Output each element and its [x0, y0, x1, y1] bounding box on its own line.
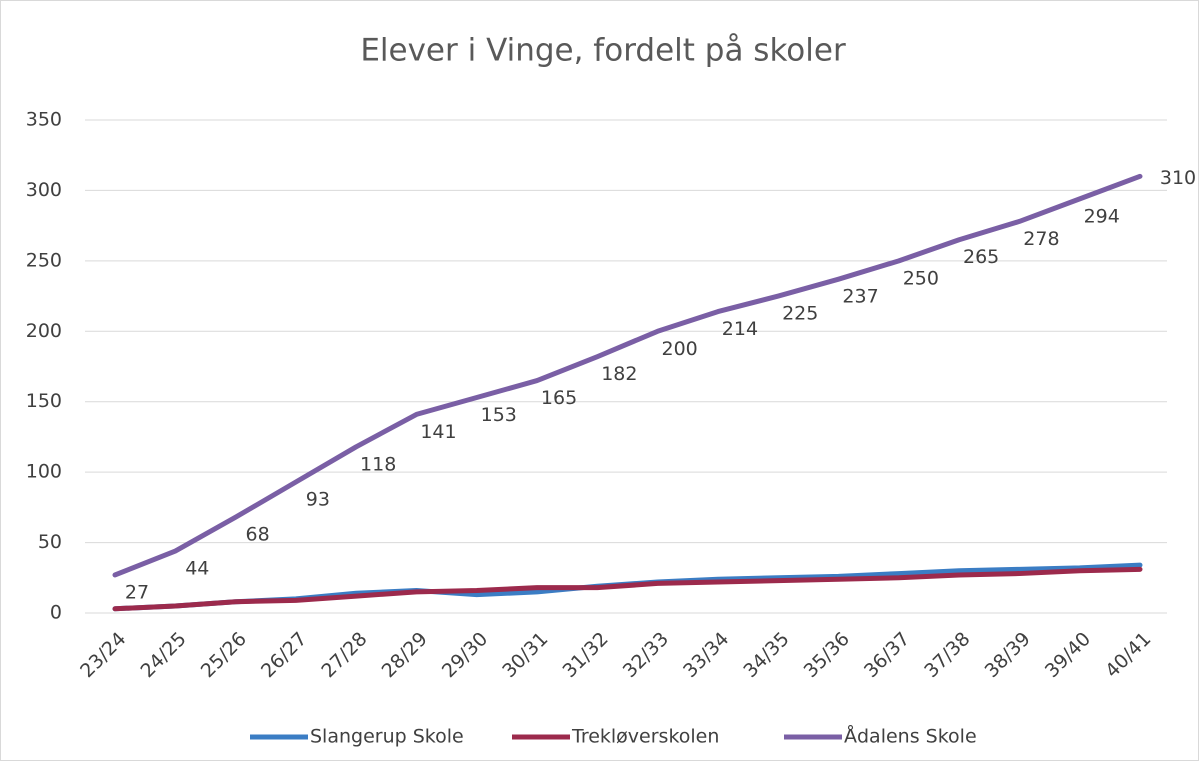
data-label: 265 — [963, 246, 999, 268]
data-label: 27 — [125, 581, 149, 603]
y-tick-label: 100 — [26, 461, 62, 483]
data-label: 200 — [662, 338, 698, 360]
data-label: 153 — [481, 404, 517, 426]
data-label: 165 — [541, 387, 577, 409]
data-label: 118 — [360, 453, 396, 475]
chart-title: Elever i Vinge, fordelt på skoler — [360, 33, 846, 69]
legend-label: Slangerup Skole — [310, 726, 464, 748]
data-label: 141 — [420, 421, 456, 443]
legend-label: Trekløverskolen — [571, 726, 719, 748]
y-tick-label: 350 — [26, 109, 62, 131]
data-label: 214 — [722, 318, 758, 340]
data-label: 44 — [185, 558, 209, 580]
y-tick-label: 0 — [50, 602, 62, 624]
y-tick-label: 150 — [26, 390, 62, 412]
data-label: 225 — [782, 303, 818, 325]
series-line — [112, 173, 1143, 578]
data-label: 93 — [306, 489, 330, 511]
series-line — [112, 566, 1143, 612]
data-label: 237 — [842, 286, 878, 308]
data-label: 278 — [1023, 228, 1059, 250]
y-tick-label: 50 — [38, 531, 62, 553]
data-label: 294 — [1084, 205, 1120, 227]
legend-label: Ådalens Skole — [844, 725, 977, 748]
y-tick-label: 200 — [26, 320, 62, 342]
data-label: 310 — [1160, 167, 1196, 189]
y-tick-label: 300 — [26, 179, 62, 201]
y-tick-label: 250 — [26, 249, 62, 271]
data-label: 250 — [903, 267, 939, 289]
data-label: 182 — [601, 363, 637, 385]
data-label: 68 — [245, 524, 269, 546]
